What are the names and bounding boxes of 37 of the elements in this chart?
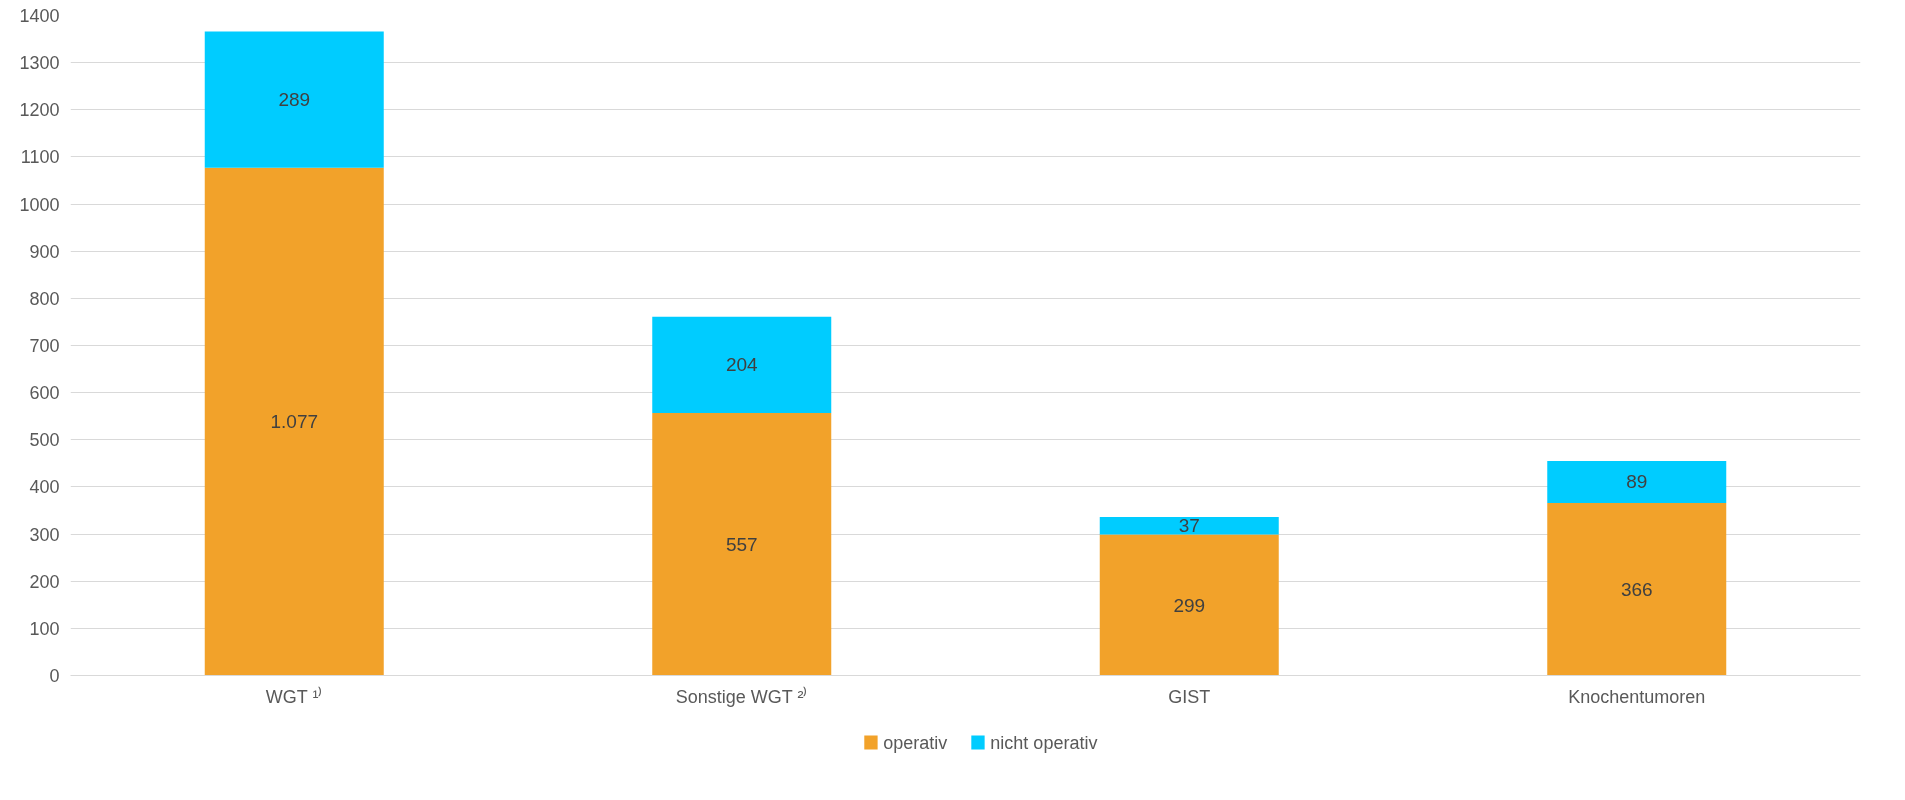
bar [652, 412, 832, 676]
y-tick-label: 100 [29, 618, 60, 639]
x-tick-label: GIST [1168, 686, 1211, 707]
y-tick-label: 800 [29, 288, 60, 309]
data-label: 557 [725, 533, 758, 555]
bar [204, 31, 384, 168]
bar [1547, 461, 1727, 503]
y-tick-label: 200 [29, 571, 60, 592]
data-label: 37 [1178, 515, 1200, 537]
y-tick-label: 900 [29, 241, 60, 262]
x-tick-label: WGT ¹⁾ [265, 685, 323, 707]
y-tick-label: 500 [29, 430, 60, 451]
data-label: 299 [1173, 594, 1206, 616]
data-label: 1.077 [270, 411, 319, 433]
y-tick-label: 400 [29, 477, 60, 498]
x-tick-label: Sonstige WGT ²⁾ [675, 685, 808, 707]
bar [1099, 534, 1279, 676]
y-tick-label: 1000 [19, 194, 60, 215]
data-label: 289 [278, 89, 311, 111]
y-tick-label: 1400 [19, 6, 60, 26]
bar [204, 167, 384, 676]
data-label: 89 [1626, 471, 1648, 493]
y-tick-label: 1300 [19, 53, 60, 74]
data-label: 366 [1620, 578, 1653, 600]
data-label: 204 [725, 354, 759, 376]
bar [1099, 517, 1279, 535]
y-tick-label: 600 [29, 383, 60, 404]
bar [1547, 502, 1727, 676]
bar [652, 316, 832, 413]
legend-label: operativ [883, 732, 948, 753]
x-tick-label: Knochentumoren [1568, 686, 1706, 707]
y-tick-label: 300 [29, 524, 60, 545]
y-tick-label: 0 [49, 666, 60, 686]
legend-label: nicht operativ [990, 732, 1098, 753]
y-tick-label: 1200 [19, 100, 60, 121]
y-tick-label: 700 [29, 336, 60, 356]
y-tick-label: 1100 [20, 147, 60, 168]
